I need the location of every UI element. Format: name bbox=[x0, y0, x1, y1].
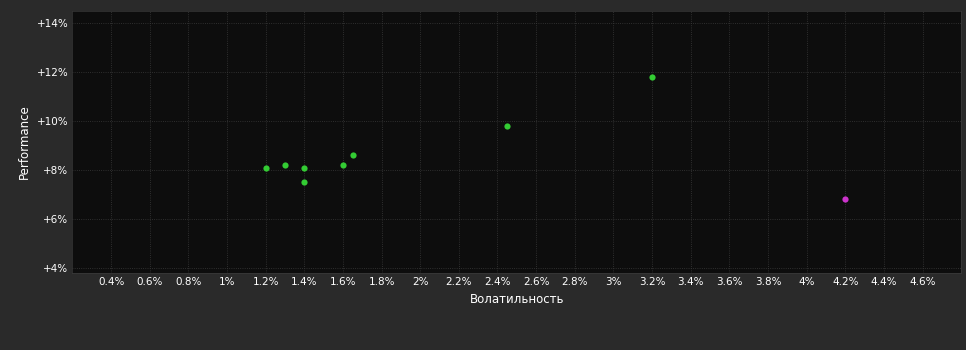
Point bbox=[335, 162, 351, 168]
Point bbox=[644, 74, 660, 79]
Point bbox=[838, 197, 853, 202]
Point bbox=[297, 165, 312, 170]
Point bbox=[258, 165, 273, 170]
Point bbox=[277, 162, 293, 168]
Point bbox=[297, 180, 312, 185]
Point bbox=[499, 123, 515, 128]
Y-axis label: Performance: Performance bbox=[18, 104, 31, 179]
X-axis label: Волатильность: Волатильность bbox=[469, 293, 564, 306]
Point bbox=[345, 153, 360, 158]
